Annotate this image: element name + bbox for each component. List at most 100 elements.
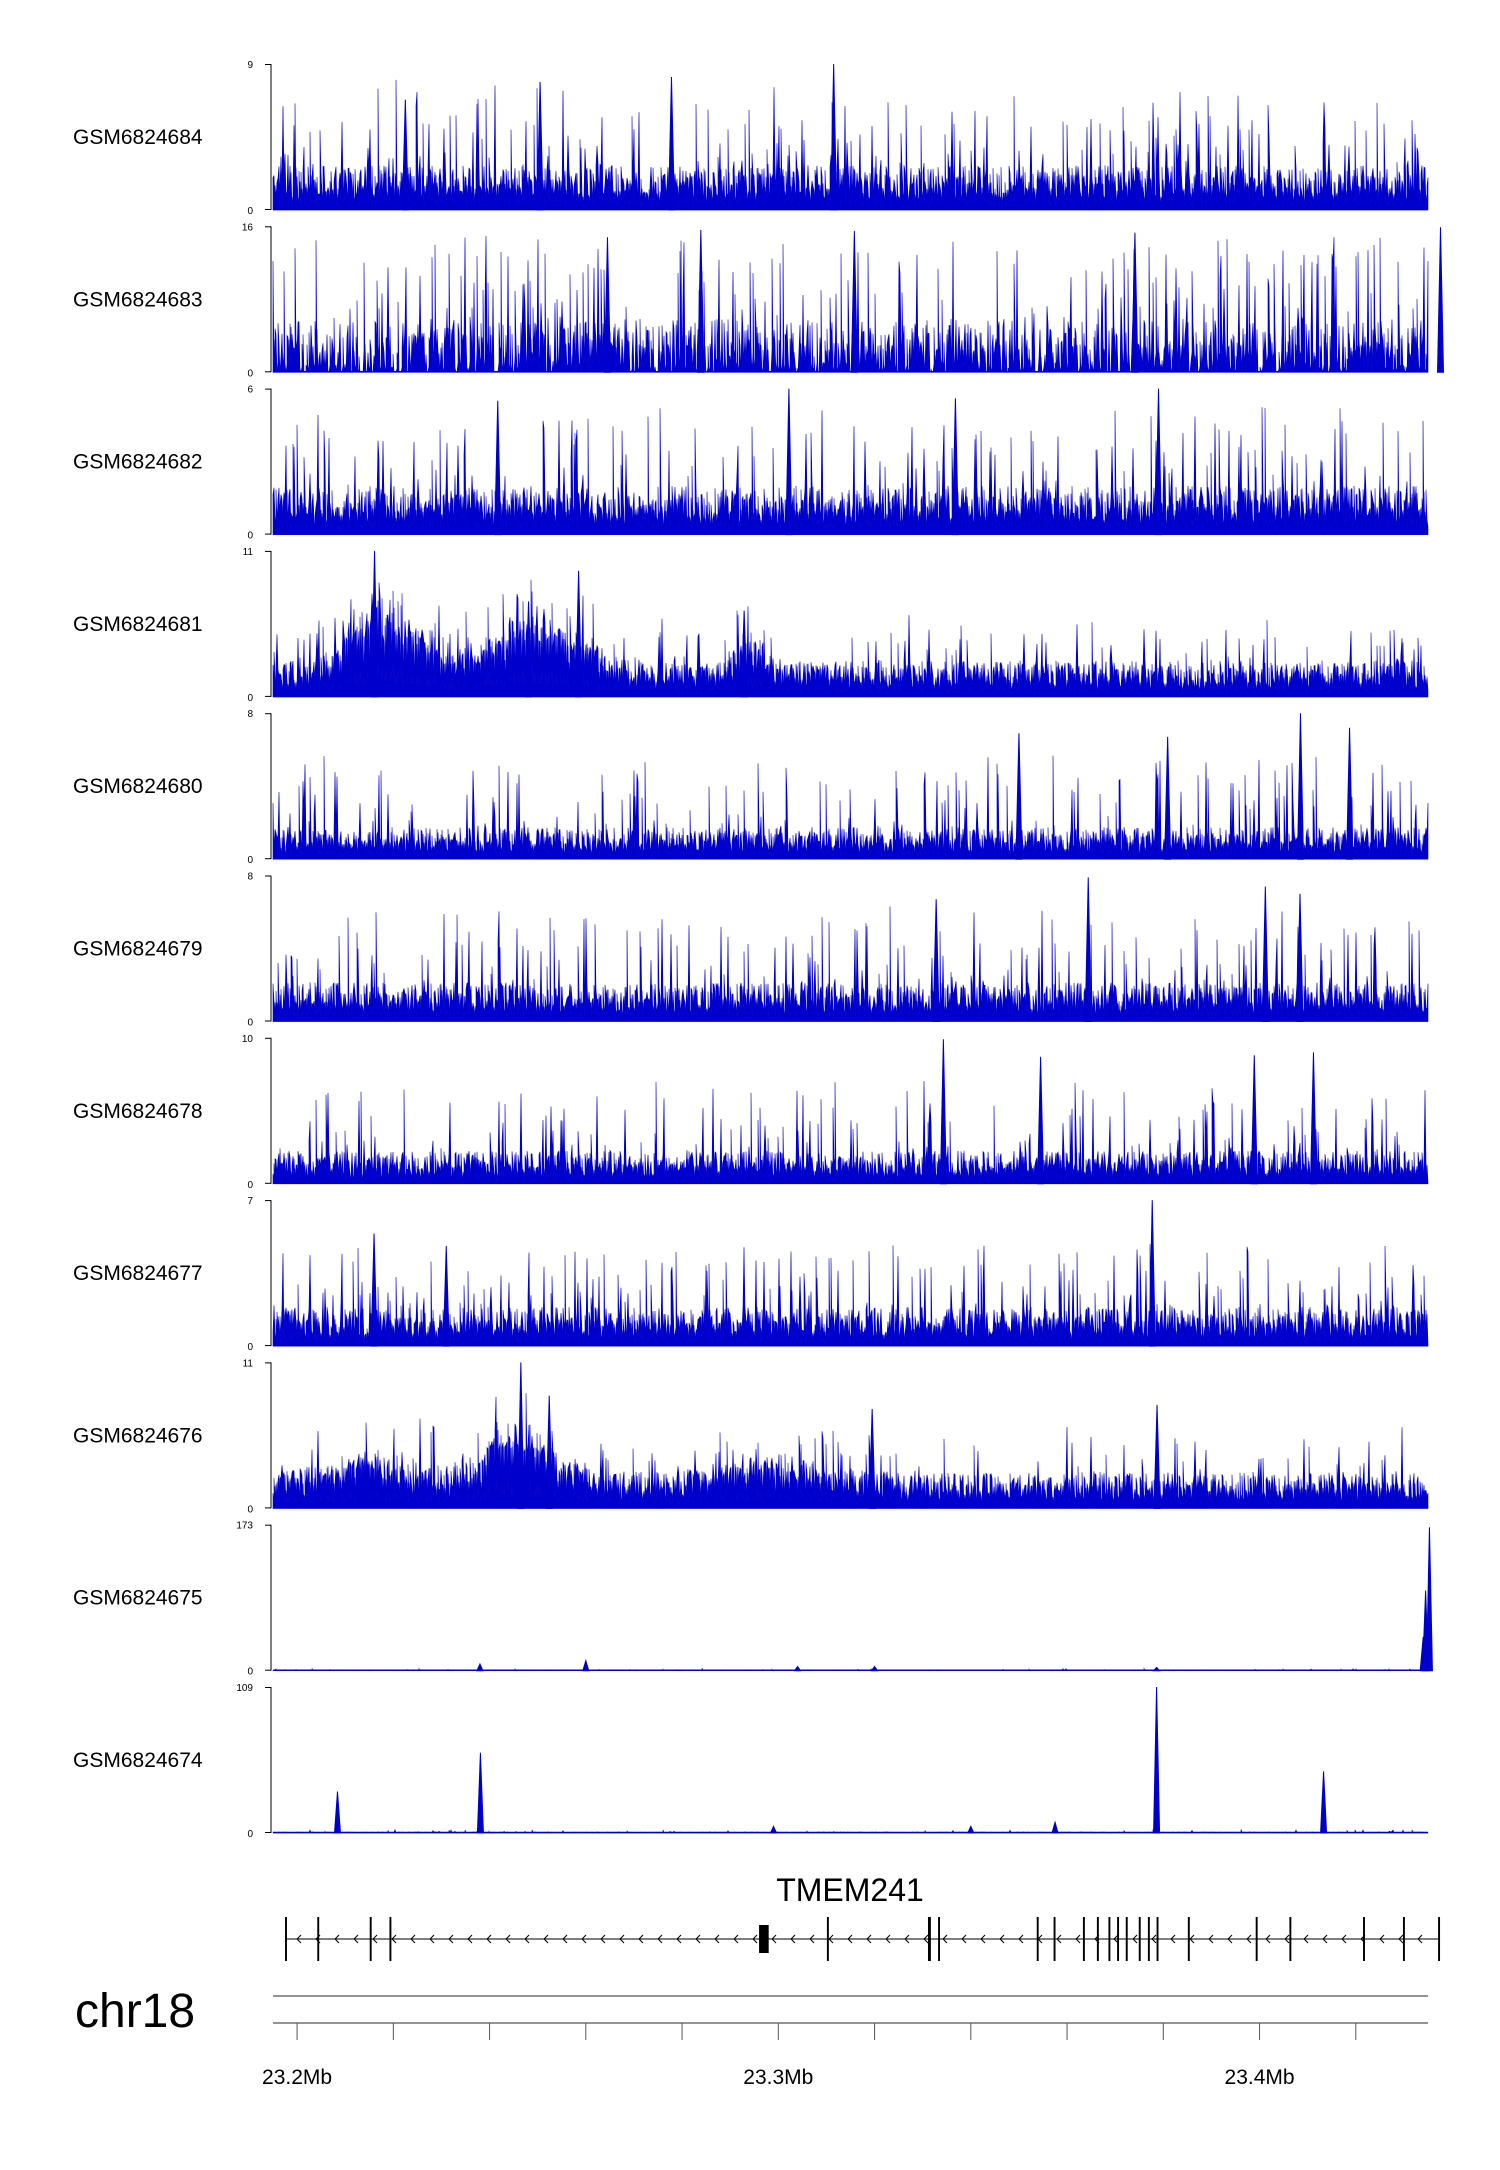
exon-20 bbox=[1289, 1917, 1292, 1961]
y-max-label: 9 bbox=[247, 60, 253, 71]
coverage-area bbox=[272, 755, 1429, 860]
strand-chevron bbox=[885, 1934, 891, 1944]
peak-0 bbox=[517, 1362, 525, 1509]
track-GSM6824683: GSM6824683 16 0 bbox=[73, 222, 1445, 379]
exon-2 bbox=[369, 1917, 372, 1961]
peak-3 bbox=[951, 398, 959, 536]
strand-chevron bbox=[714, 1934, 720, 1944]
track-GSM6824680: GSM6824680 8 0 bbox=[73, 709, 1429, 866]
strand-chevron bbox=[1246, 1934, 1252, 1944]
y-min-label: 0 bbox=[247, 693, 253, 704]
strand-chevron bbox=[828, 1934, 834, 1944]
peak-0 bbox=[1296, 713, 1304, 860]
track-GSM6824677: GSM6824677 7 0 bbox=[73, 1196, 1429, 1353]
y-min-label: 0 bbox=[247, 368, 253, 379]
peak-1 bbox=[1346, 727, 1354, 860]
peak-2 bbox=[536, 81, 544, 211]
strand-chevron bbox=[1265, 1934, 1271, 1944]
y-min-label: 0 bbox=[247, 1180, 253, 1191]
peak-2 bbox=[1250, 1055, 1258, 1185]
strand-chevron bbox=[486, 1934, 492, 1944]
peak-0 bbox=[850, 230, 858, 373]
strand-chevron bbox=[543, 1934, 549, 1944]
exon-11 bbox=[1096, 1917, 1099, 1961]
strand-chevron bbox=[1151, 1934, 1157, 1944]
y-max-label: 6 bbox=[247, 385, 253, 396]
exon-18 bbox=[1187, 1917, 1190, 1961]
strand-chevron bbox=[296, 1934, 302, 1944]
strand-chevron bbox=[1075, 1934, 1081, 1944]
strand-chevron bbox=[353, 1934, 359, 1944]
peak-3 bbox=[1164, 736, 1172, 860]
y-max-label: 10 bbox=[242, 1034, 254, 1045]
gene-annotation-track: TMEM241 bbox=[285, 1872, 1441, 1961]
peak-2 bbox=[1131, 232, 1139, 373]
coverage-area bbox=[272, 407, 1429, 535]
y-min-label: 0 bbox=[247, 531, 253, 542]
axis-tick-label: 23.4Mb bbox=[1225, 2066, 1295, 2089]
track-label: GSM6824678 bbox=[73, 1100, 203, 1123]
peak-3 bbox=[932, 899, 940, 1022]
strand-chevron bbox=[562, 1934, 568, 1944]
peak-3 bbox=[582, 1658, 590, 1672]
strand-chevron bbox=[866, 1934, 872, 1944]
exon-16 bbox=[1147, 1917, 1150, 1961]
exon-4 bbox=[759, 1925, 769, 1953]
strand-chevron bbox=[505, 1934, 511, 1944]
exon-7 bbox=[938, 1917, 941, 1961]
strand-chevron bbox=[1379, 1934, 1385, 1944]
track-label: GSM6824676 bbox=[73, 1424, 203, 1447]
strand-chevron bbox=[904, 1934, 910, 1944]
strand-chevron bbox=[1398, 1934, 1404, 1944]
peak-2 bbox=[1015, 733, 1023, 860]
track-GSM6824681: GSM6824681 11 0 bbox=[73, 547, 1429, 704]
y-min-label: 0 bbox=[247, 1342, 253, 1353]
strand-chevron bbox=[961, 1934, 967, 1944]
strand-chevron bbox=[1303, 1934, 1309, 1944]
track-GSM6824682: GSM6824682 6 0 bbox=[73, 385, 1429, 542]
exon-21 bbox=[1363, 1917, 1365, 1961]
strand-chevron bbox=[1189, 1934, 1195, 1944]
coverage-area bbox=[272, 1244, 1429, 1347]
peak-3 bbox=[1037, 1056, 1045, 1185]
strand-chevron bbox=[410, 1934, 416, 1944]
peak-1 bbox=[830, 63, 838, 211]
strand-chevron bbox=[1208, 1934, 1214, 1944]
peak-2 bbox=[494, 400, 502, 536]
track-label: GSM6824680 bbox=[73, 775, 203, 798]
track-label: GSM6824683 bbox=[73, 288, 203, 311]
strand-chevron bbox=[448, 1934, 454, 1944]
y-max-label: 16 bbox=[242, 222, 254, 233]
exon-13 bbox=[1117, 1917, 1120, 1961]
peak-3 bbox=[333, 1791, 342, 1834]
strand-chevron bbox=[771, 1934, 777, 1944]
gene-name-label: TMEM241 bbox=[776, 1872, 924, 1908]
peak-1 bbox=[370, 1233, 378, 1347]
track-label: GSM6824679 bbox=[73, 938, 203, 961]
strand-chevron bbox=[1018, 1934, 1024, 1944]
peak-0 bbox=[1153, 1686, 1161, 1834]
exon-0 bbox=[285, 1917, 287, 1961]
peak-2 bbox=[1320, 1771, 1328, 1834]
strand-chevron bbox=[1227, 1934, 1233, 1944]
strand-chevron bbox=[942, 1934, 948, 1944]
strand-chevron bbox=[1170, 1934, 1176, 1944]
track-GSM6824678: GSM6824678 10 0 bbox=[73, 1034, 1429, 1191]
strand-chevron bbox=[429, 1934, 435, 1944]
strand-chevron bbox=[391, 1934, 397, 1944]
strand-chevron bbox=[467, 1934, 473, 1944]
coverage-area bbox=[272, 79, 1429, 211]
coverage-area bbox=[272, 579, 1429, 698]
exon-5 bbox=[826, 1917, 829, 1961]
peak-1 bbox=[476, 1752, 484, 1834]
strand-chevron bbox=[809, 1934, 815, 1944]
strand-chevron bbox=[752, 1934, 758, 1944]
exon-12 bbox=[1108, 1917, 1111, 1961]
track-GSM6824676: GSM6824676 11 0 bbox=[73, 1358, 1429, 1515]
coverage-area bbox=[272, 1080, 1429, 1185]
exon-19 bbox=[1255, 1917, 1258, 1961]
track-label: GSM6824684 bbox=[73, 126, 203, 149]
exon-9 bbox=[1053, 1917, 1056, 1961]
strand-chevron bbox=[600, 1934, 606, 1944]
